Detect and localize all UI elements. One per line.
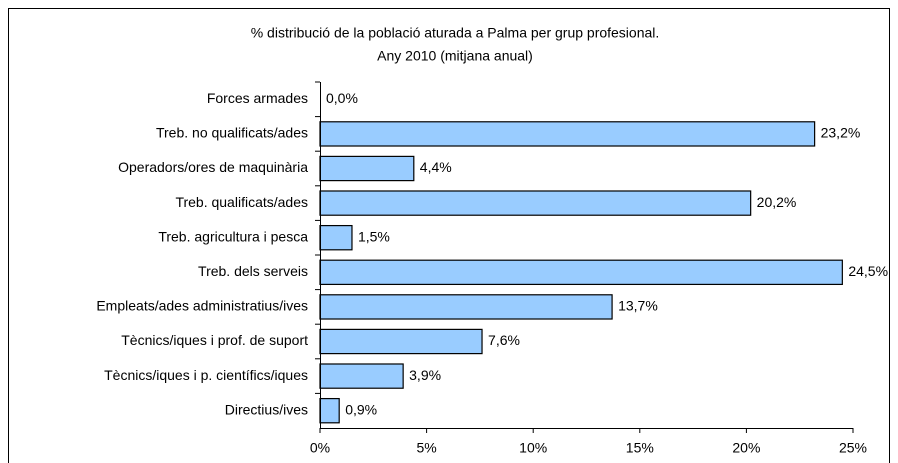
value-label: 3,9% bbox=[409, 367, 441, 383]
bar bbox=[319, 397, 340, 424]
x-tick-label: 10% bbox=[519, 440, 547, 456]
bar bbox=[319, 328, 483, 355]
y-tick-label: Forces armades bbox=[207, 90, 308, 106]
x-tick-label: 25% bbox=[839, 440, 867, 456]
y-tick-label: Treb. dels serveis bbox=[198, 263, 308, 279]
chart-title: % distribució de la població aturada a P… bbox=[251, 25, 660, 41]
bar bbox=[319, 190, 752, 216]
value-label: 4,4% bbox=[420, 159, 452, 175]
value-label: 0,0% bbox=[326, 90, 358, 106]
y-tick-label: Directius/ives bbox=[225, 401, 308, 417]
chart-subtitle: Any 2010 (mitjana anual) bbox=[377, 48, 533, 64]
value-label: 20,2% bbox=[757, 194, 797, 210]
bar bbox=[319, 363, 404, 389]
y-tick-label: Treb. qualificats/ades bbox=[175, 194, 308, 210]
y-tick-label: Treb. agricultura i pesca bbox=[158, 228, 308, 244]
y-tick-label: Treb. no qualificats/ades bbox=[156, 125, 308, 141]
bar bbox=[319, 121, 816, 147]
value-label: 13,7% bbox=[618, 298, 658, 314]
bar bbox=[319, 224, 353, 251]
value-label: 23,2% bbox=[821, 125, 861, 141]
y-tick-label: Operadors/ores de maquinària bbox=[118, 159, 308, 175]
bar bbox=[319, 294, 613, 320]
value-label: 0,9% bbox=[345, 401, 377, 417]
x-tick-label: 0% bbox=[310, 440, 330, 456]
y-tick-label: Empleats/ades administratius/ives bbox=[96, 298, 308, 314]
chart-frame bbox=[8, 8, 890, 463]
x-tick-label: 5% bbox=[416, 440, 436, 456]
y-tick-label: Tècnics/iques i p. científics/iques bbox=[104, 367, 308, 383]
value-label: 24,5% bbox=[848, 263, 888, 279]
value-label: 7,6% bbox=[488, 332, 520, 348]
value-label: 1,5% bbox=[358, 228, 390, 244]
bar bbox=[319, 155, 415, 182]
x-tick-label: 20% bbox=[732, 440, 760, 456]
y-tick-label: Tècnics/iques i prof. de suport bbox=[121, 332, 308, 348]
x-tick-label: 15% bbox=[626, 440, 654, 456]
bar bbox=[319, 259, 843, 286]
